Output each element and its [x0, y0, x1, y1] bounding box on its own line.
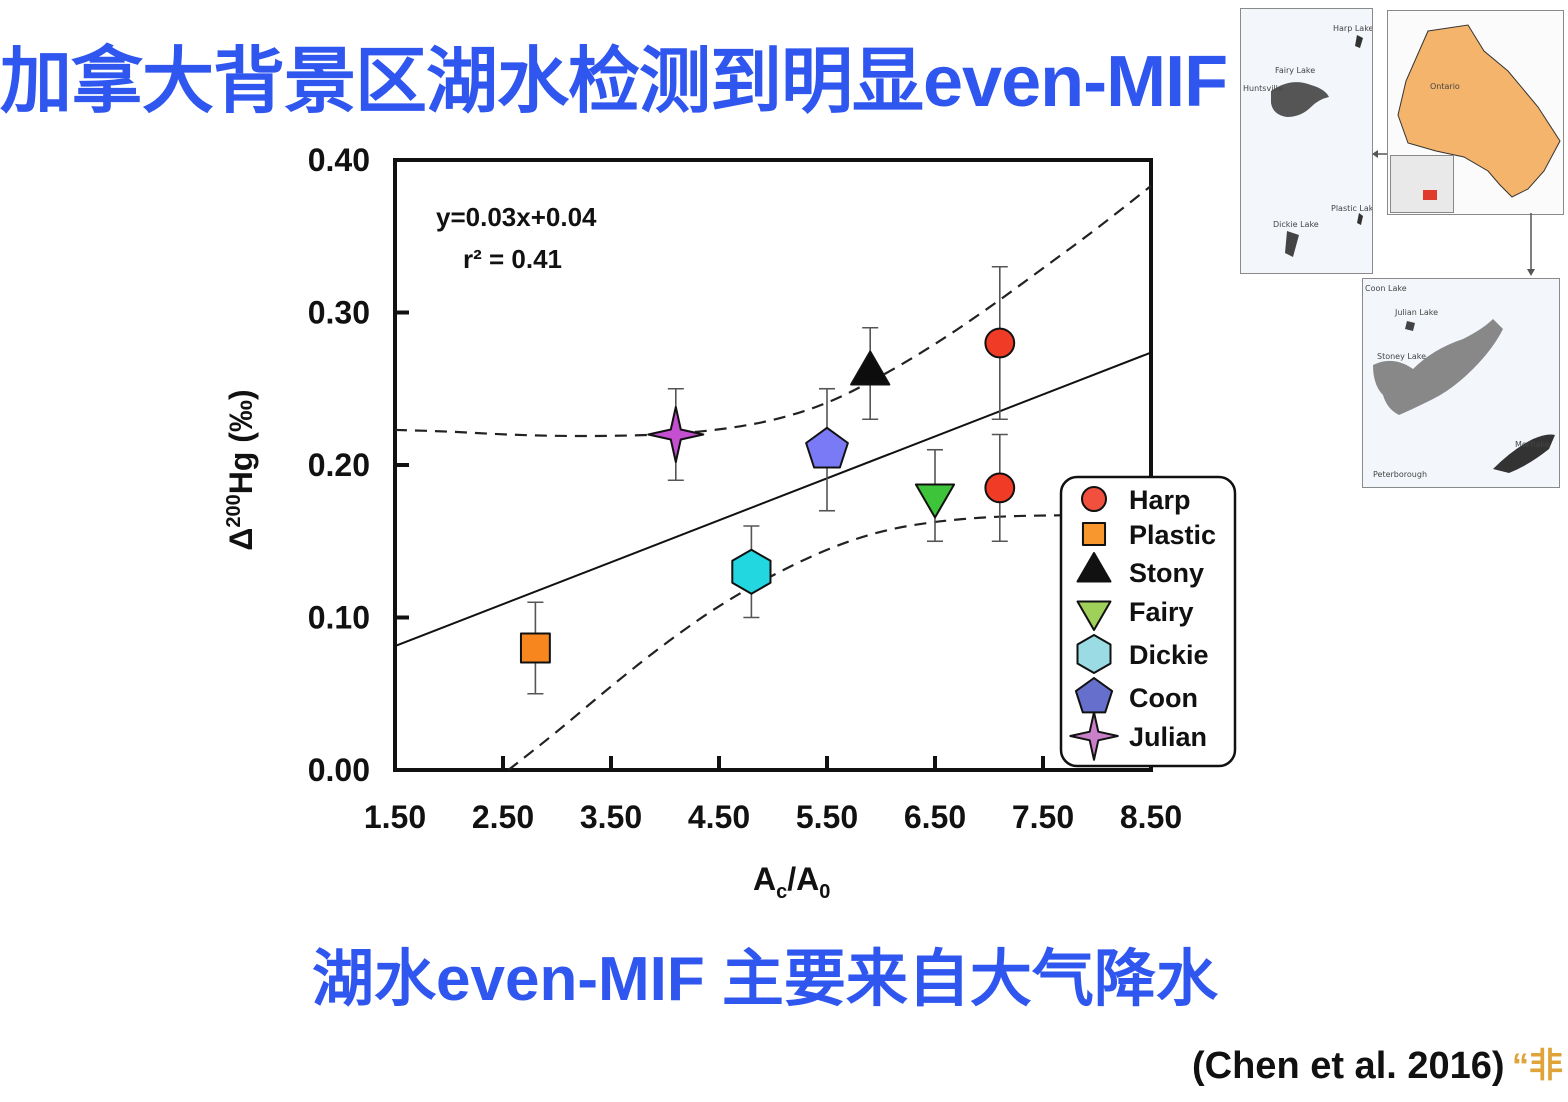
- map-label-mortlake: Mortlake: [1515, 440, 1550, 449]
- regression-line: [394, 351, 1152, 648]
- x-axis-label-sub-0: 0: [819, 881, 830, 903]
- chart-legend: Harp Plastic Stony Fairy Dickie Coon Julian: [1059, 475, 1237, 768]
- stoney-lake-shape: [1373, 319, 1503, 415]
- point-harp: [984, 472, 1016, 504]
- map-label-julian: Julian Lake: [1394, 308, 1438, 317]
- canada-locator-inset: [1390, 155, 1454, 213]
- y-axis-label-sup: 200: [223, 494, 245, 527]
- watermark: “非: [1512, 1047, 1563, 1085]
- point-julian: [647, 406, 705, 463]
- point-coon: [805, 426, 849, 469]
- y-axis-label: Δ200Hg (‰): [223, 389, 259, 550]
- legend-marker-dickie: [1076, 634, 1112, 674]
- dickie-lake-shape: [1285, 231, 1299, 257]
- y-tick-label: 0.40: [308, 142, 370, 178]
- map-label-fairy: Fairy Lake: [1275, 66, 1315, 75]
- y-axis-label-delta: Δ: [223, 528, 259, 551]
- y-tick-label: 0.20: [308, 447, 370, 483]
- x-tick-label: 1.50: [364, 799, 426, 835]
- map-inset-ontario: Ontario: [1387, 10, 1564, 215]
- legend-label-dickie: Dickie: [1129, 640, 1209, 670]
- map-inset-lakes-east: Coon Lake Julian Lake Stoney Lake Mortla…: [1362, 278, 1560, 488]
- slide-title: 加拿大背景区湖水检测到明显even-MIF: [0, 42, 1228, 122]
- slide-subtitle: 湖水even-MIF 主要来自大气降水: [312, 945, 1218, 1014]
- y-tick-label: 0.10: [308, 600, 370, 636]
- x-axis-label: Ac/A0: [753, 861, 830, 903]
- mortlake-shape: [1493, 434, 1555, 473]
- citation: (Chen et al. 2016): [1192, 1045, 1505, 1087]
- confidence-band-upper: [394, 185, 1152, 438]
- x-tick-label: 6.50: [904, 799, 966, 835]
- map-label-ontario: Ontario: [1430, 82, 1460, 91]
- legend-marker-julian: [1069, 711, 1119, 761]
- y-tick-label: 0.00: [308, 752, 370, 788]
- legend-marker-stony: [1076, 552, 1112, 583]
- y-tick-label: 0.30: [308, 295, 370, 331]
- x-axis-label-a: A: [753, 861, 776, 897]
- map-label-plastic: Plastic Lake: [1331, 204, 1372, 213]
- x-tick-label: 2.50: [472, 799, 534, 835]
- map-label-stoney: Stoney Lake: [1377, 352, 1426, 361]
- regression-line-group: [394, 351, 1152, 648]
- point-plastic: [519, 632, 551, 664]
- map-ontario-drawing: Ontario: [1397, 24, 1561, 198]
- legend-items: Harp Plastic Stony Fairy Dickie Coon Julian: [1069, 485, 1216, 761]
- confidence-band: [394, 185, 1152, 771]
- x-axis-label-slash: /A: [787, 861, 819, 897]
- ontario-province-shape: [1397, 24, 1561, 198]
- legend-marker-fairy: [1076, 600, 1112, 631]
- equation-label: y=0.03x+0.04: [436, 202, 597, 232]
- x-axis-label-sub-c: c: [776, 881, 787, 903]
- point-dickie: [731, 548, 772, 595]
- legend-label-plastic: Plastic: [1129, 520, 1216, 550]
- data-points: [519, 265, 1016, 695]
- r-squared-label: r² = 0.41: [463, 244, 562, 274]
- fairy-lake-shape: [1271, 82, 1329, 117]
- legend-label-harp: Harp: [1129, 485, 1191, 515]
- legend-label-coon: Coon: [1129, 683, 1198, 713]
- axis-ticks: 1.50 2.50 3.50 4.50 5.50 6.50 7.50 8.50 0.00 0.10…: [308, 142, 1182, 835]
- point-fairy: [914, 483, 956, 519]
- map-label-dickie: Dickie Lake: [1273, 220, 1319, 229]
- map-label-harp: Harp Lake: [1333, 24, 1372, 33]
- legend-label-julian: Julian: [1129, 722, 1207, 752]
- y-axis-label-rest: Hg (‰): [223, 389, 259, 494]
- harp-lake-shape: [1355, 35, 1363, 48]
- legend-label-stony: Stony: [1129, 558, 1204, 588]
- x-tick-label: 7.50: [1012, 799, 1074, 835]
- map-label-coon: Coon Lake: [1365, 284, 1407, 293]
- locator-highlight: [1423, 190, 1437, 200]
- plastic-lake-shape: [1357, 213, 1363, 225]
- point-stony: [850, 350, 891, 386]
- map-label-huntsville: Huntsville: [1243, 84, 1283, 93]
- confidence-band-lower: [507, 514, 1097, 771]
- map-inset-lakes-west-drawing: Harp Lake Fairy Lake Plastic Lake Dickie…: [1243, 24, 1378, 257]
- julian-lake-shape: [1405, 321, 1415, 331]
- legend-marker-plastic: [1081, 521, 1107, 547]
- map-label-peterborough: Peterborough: [1373, 470, 1427, 479]
- x-tick-label: 8.50: [1120, 799, 1182, 835]
- legend-label-fairy: Fairy: [1129, 597, 1194, 627]
- legend-marker-harp: [1081, 486, 1107, 512]
- x-tick-label: 4.50: [688, 799, 750, 835]
- point-harp: [984, 327, 1016, 359]
- x-tick-label: 5.50: [796, 799, 858, 835]
- map-inset-lakes-east-drawing: Coon Lake Julian Lake Stoney Lake Mortla…: [1365, 284, 1555, 479]
- map-inset-lakes-west: Harp Lake Fairy Lake Plastic Lake Dickie…: [1240, 8, 1378, 274]
- x-tick-label: 3.50: [580, 799, 642, 835]
